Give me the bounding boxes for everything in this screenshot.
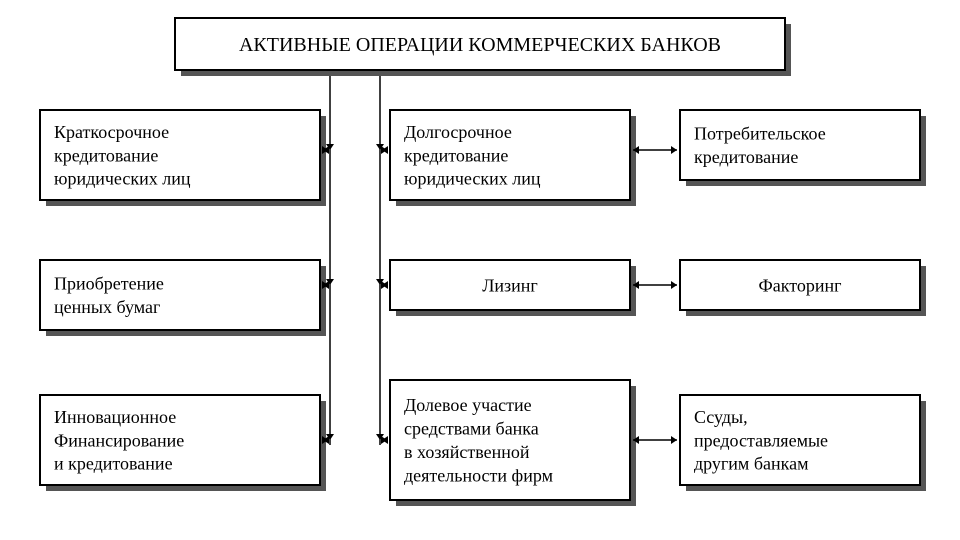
node-label: Долгосрочное xyxy=(404,122,512,142)
node-label: юридических лиц xyxy=(54,169,191,189)
node-label: Потребительское xyxy=(694,124,826,144)
node-label: Инновационное xyxy=(54,407,176,427)
node-label: ценных бумаг xyxy=(54,297,160,317)
node-label: кредитование xyxy=(54,145,158,165)
node-label: деятельности фирм xyxy=(404,465,553,485)
node-label: АКТИВНЫЕ ОПЕРАЦИИ КОММЕРЧЕСКИХ БАНКОВ xyxy=(239,34,721,56)
node-label: Факторинг xyxy=(759,275,842,295)
node-label: Краткосрочное xyxy=(54,122,169,142)
diagram-canvas: АКТИВНЫЕ ОПЕРАЦИИ КОММЕРЧЕСКИХ БАНКОВ Кра… xyxy=(0,0,960,540)
node-label: Финансирование xyxy=(54,430,184,450)
node-label: Приобретение xyxy=(54,274,164,294)
node-label: юридических лиц xyxy=(404,169,541,189)
node-label: Долевое участие xyxy=(404,395,532,415)
node-label: кредитование xyxy=(694,147,798,167)
node-label: кредитование xyxy=(404,145,508,165)
node-label: в хозяйственной xyxy=(404,442,530,462)
node-label: Лизинг xyxy=(482,275,538,295)
node-label: Ссуды, xyxy=(694,407,748,427)
node-label: другим банкам xyxy=(694,454,808,474)
node-label: средствами банка xyxy=(404,419,539,439)
node-label: предоставляемые xyxy=(694,430,828,450)
node-label: и кредитование xyxy=(54,454,173,474)
